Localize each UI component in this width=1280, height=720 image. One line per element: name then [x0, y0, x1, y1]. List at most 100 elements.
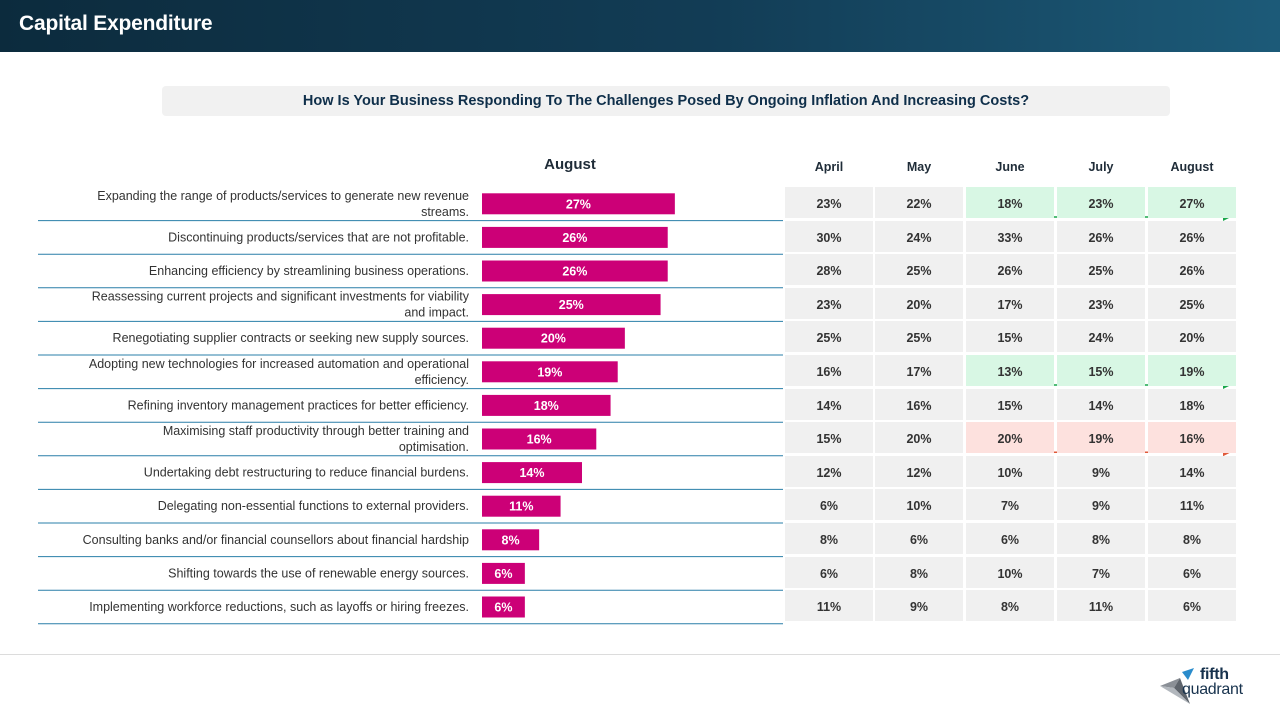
table-cell: 12%: [875, 455, 963, 487]
table-cell: 23%: [1057, 187, 1145, 218]
table-cell: 6%: [785, 489, 873, 521]
table-cell: 19%: [1148, 355, 1236, 386]
table-cell: 25%: [875, 321, 963, 353]
bar: [482, 294, 661, 316]
table-cell: 15%: [966, 388, 1054, 420]
table-cell: 14%: [1148, 455, 1236, 487]
table-cell: 11%: [1057, 590, 1145, 622]
bar-value-label: 20%: [541, 332, 566, 346]
table-cell: 7%: [966, 489, 1054, 521]
table-cell: 24%: [1057, 321, 1145, 353]
bar-value-label: 16%: [527, 433, 552, 447]
bar: [482, 260, 668, 282]
table-cell: 6%: [966, 523, 1054, 554]
category-label: Discontinuing products/services that are…: [168, 230, 469, 244]
month-header: June: [995, 160, 1025, 174]
category-label: Renegotiating supplier contracts or seek…: [113, 331, 469, 345]
chart-title: August: [544, 156, 596, 173]
bar-value-label: 14%: [519, 466, 544, 480]
month-header: July: [1088, 160, 1114, 174]
category-label: Maximising staff productivity through be…: [163, 424, 469, 454]
bar-value-label: 8%: [502, 533, 520, 547]
bar: [482, 361, 618, 383]
bar: [482, 193, 675, 215]
bar-value-label: 11%: [509, 500, 533, 514]
table-cell: 30%: [785, 220, 873, 252]
table-cell: 25%: [1057, 254, 1145, 286]
bar-value-label: 26%: [562, 265, 587, 279]
table-cell: 20%: [1148, 321, 1236, 353]
table-cell: 17%: [966, 287, 1054, 319]
bar-value-label: 6%: [494, 567, 512, 581]
table-cell: 16%: [785, 355, 873, 386]
page-title: Capital Expenditure: [19, 12, 213, 35]
table-cell: 12%: [785, 455, 873, 487]
category-label: Implementing workforce reductions, such …: [89, 600, 469, 614]
table-cell: 10%: [966, 455, 1054, 487]
table-cell: 15%: [966, 321, 1054, 353]
table-cell: 10%: [966, 556, 1054, 588]
table-cell: 25%: [1148, 287, 1236, 319]
table-cell: 17%: [875, 355, 963, 386]
table-cell: 26%: [1057, 220, 1145, 252]
table-cell: 22%: [875, 187, 963, 218]
table-cell: 9%: [1057, 455, 1145, 487]
table-cell: 6%: [785, 556, 873, 588]
table-cell: 8%: [1148, 523, 1236, 554]
table-cell: 26%: [1148, 220, 1236, 252]
table-cell: 23%: [785, 187, 873, 218]
category-label: Reassessing current projects and signifi…: [92, 290, 470, 320]
bar: [482, 428, 597, 450]
table-cell: 16%: [1148, 422, 1236, 454]
logo-mark-icon: [1160, 668, 1194, 704]
table-cell: 6%: [875, 523, 963, 554]
table-cell: 14%: [1057, 388, 1145, 420]
table-cell: 6%: [1148, 556, 1236, 588]
category-label: Delegating non-essential functions to ex…: [158, 499, 469, 513]
bar-value-label: 25%: [559, 298, 584, 312]
table-cell: 20%: [875, 287, 963, 319]
bar: [482, 327, 625, 349]
table-cell: 26%: [1148, 254, 1236, 286]
table-cell: 10%: [875, 489, 963, 521]
bar-value-label: 27%: [566, 197, 591, 211]
table-cell: 18%: [966, 187, 1054, 218]
bar: [482, 529, 540, 551]
table-cell: 11%: [1148, 489, 1236, 521]
table-cell: 18%: [1148, 388, 1236, 420]
bar: [482, 562, 525, 584]
table-cell: 8%: [966, 590, 1054, 622]
category-label: Undertaking debt restructuring to reduce…: [144, 466, 469, 480]
bar-value-label: 6%: [494, 601, 512, 615]
table-cell: 20%: [875, 422, 963, 454]
table-cell: 26%: [966, 254, 1054, 286]
table-cell: 9%: [1057, 489, 1145, 521]
category-label: Adopting new technologies for increased …: [89, 357, 469, 387]
bar-value-label: 26%: [562, 231, 587, 245]
bar: [482, 226, 668, 248]
bar: [482, 394, 611, 416]
table-cell: 27%: [1148, 187, 1236, 218]
table-cell: 14%: [785, 388, 873, 420]
header-bar: Capital Expenditure: [0, 0, 1280, 52]
survey-question: How Is Your Business Responding To The C…: [162, 86, 1170, 116]
table-cell: 16%: [875, 388, 963, 420]
logo-text-fifth: fifth: [1200, 666, 1229, 683]
bar: [482, 596, 525, 618]
table-cell: 19%: [1057, 422, 1145, 454]
bar: [482, 462, 582, 484]
table-cell: 25%: [785, 321, 873, 353]
table-cell: 11%: [785, 590, 873, 622]
table-cell: 8%: [875, 556, 963, 588]
category-label: Refining inventory management practices …: [128, 398, 469, 412]
bar-value-label: 18%: [534, 399, 559, 413]
logo-text-quadrant: quadrant: [1182, 681, 1243, 698]
table-cell: 13%: [966, 355, 1054, 386]
table-cell: 28%: [785, 254, 873, 286]
category-label: Shifting towards the use of renewable en…: [168, 566, 469, 580]
table-cell: 7%: [1057, 556, 1145, 588]
table-cell: 8%: [1057, 523, 1145, 554]
table-cell: 23%: [1057, 287, 1145, 319]
fifth-quadrant-logo: fifth quadrant: [1160, 666, 1270, 708]
